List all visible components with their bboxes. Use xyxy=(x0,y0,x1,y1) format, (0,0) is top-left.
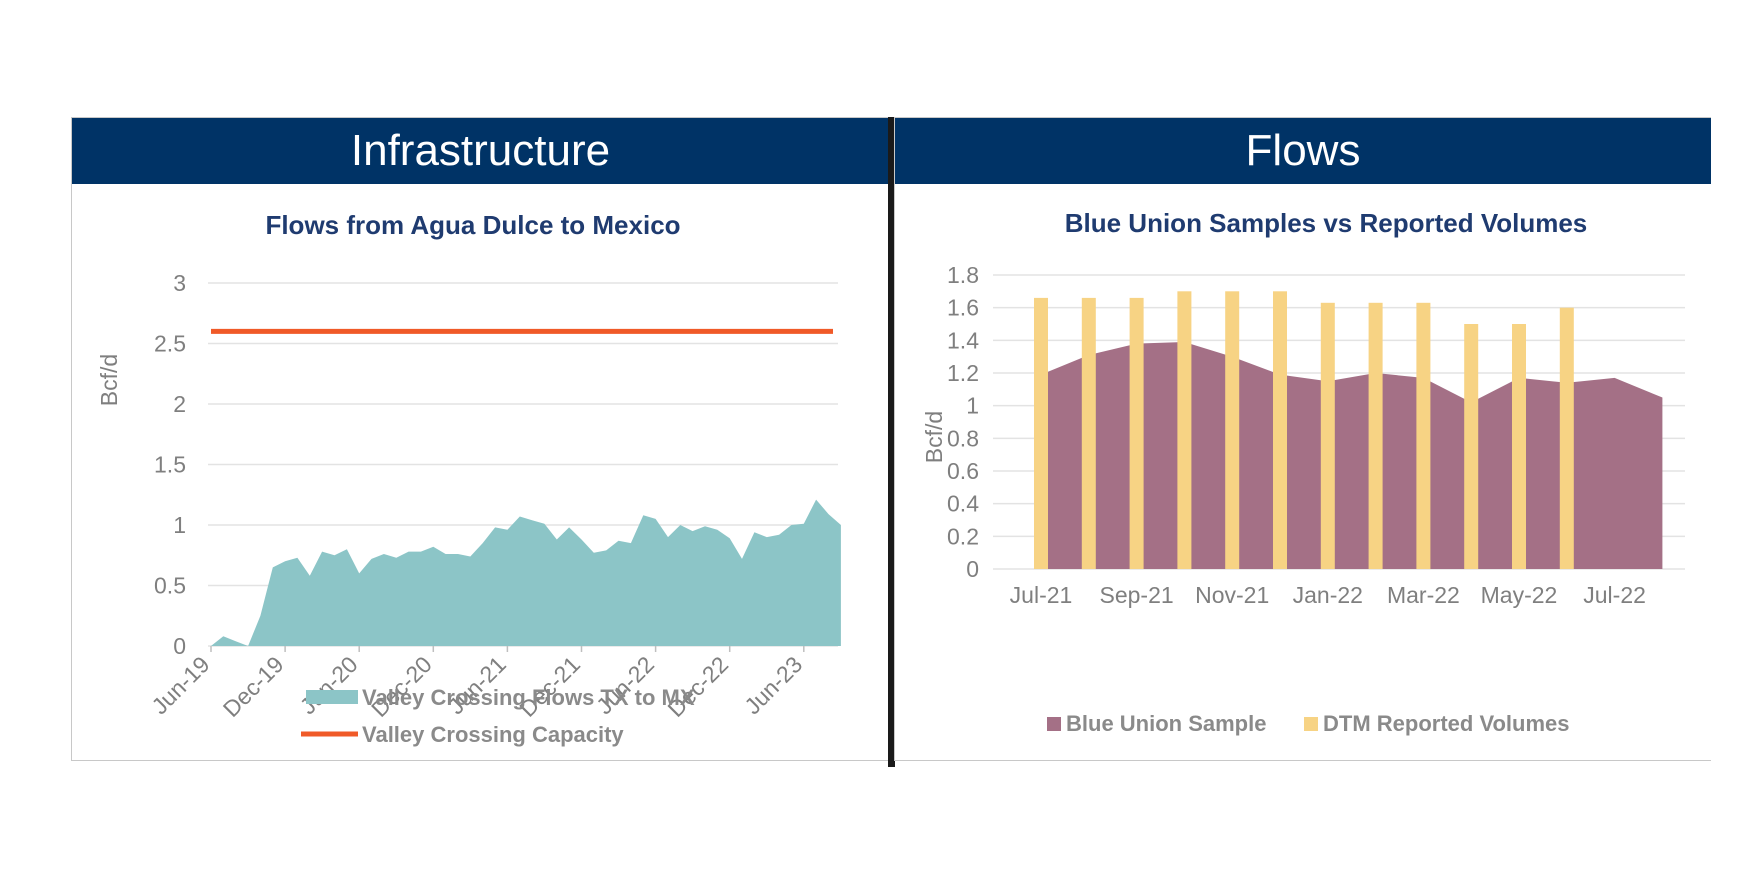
x-tick-label: Dec-19 xyxy=(218,651,289,722)
agua-dulce-flows-chart: Flows from Agua Dulce to Mexico Bcf/d 0 0… xyxy=(96,210,841,747)
y-axis-label: Bcf/d xyxy=(921,411,947,463)
x-tick-label: Mar-22 xyxy=(1387,582,1460,608)
x-tick-label: Jul-22 xyxy=(1583,582,1646,608)
y-tick-label: 1.8 xyxy=(947,262,979,288)
bar-dtm-apr-22 xyxy=(1464,324,1479,569)
legend: Blue Union Sample DTM Reported Volumes xyxy=(1047,711,1570,736)
x-tick-label: Jul-21 xyxy=(1010,582,1073,608)
y-tick-label: 1.6 xyxy=(947,295,979,321)
y-tick-label: 1 xyxy=(173,512,186,538)
chart-title: Flows from Agua Dulce to Mexico xyxy=(265,210,680,240)
x-tick-label: Jun-23 xyxy=(739,651,807,719)
x-tick-label: Nov-21 xyxy=(1195,582,1269,608)
y-tick-label: 2 xyxy=(173,391,186,417)
x-tick-label: May-22 xyxy=(1481,582,1558,608)
bar-dtm-aug-21 xyxy=(1081,297,1096,569)
y-tick-label: 0.8 xyxy=(947,425,979,451)
y-tick-label: 1.5 xyxy=(154,452,186,478)
bar-dtm-feb-22 xyxy=(1368,302,1383,569)
y-tick-label: 0.6 xyxy=(947,458,979,484)
y-tick-label: 0 xyxy=(173,633,186,659)
x-tick-label: Sep-21 xyxy=(1100,582,1174,608)
y-axis-label: Bcf/d xyxy=(96,354,122,406)
y-tick-label: 0.2 xyxy=(947,523,979,549)
bar-dtm-jul-21 xyxy=(1034,297,1048,569)
y-tick-label: 1 xyxy=(966,393,979,419)
bar-dtm-may-22 xyxy=(1512,324,1526,569)
y-tick-label: 1.4 xyxy=(947,327,979,353)
panel-divider xyxy=(888,117,895,767)
blue-union-chart: Blue Union Samples vs Reported Volumes B… xyxy=(921,208,1685,736)
legend-swatch-blue-union xyxy=(1047,717,1061,731)
series-area-blue-union xyxy=(1041,342,1663,569)
y-tick-label: 2.5 xyxy=(154,331,186,357)
legend: Valley Crossing Flows TX to MX Valley Cr… xyxy=(301,685,695,747)
legend-label-blue-union: Blue Union Sample xyxy=(1066,711,1266,736)
legend-label-dtm: DTM Reported Volumes xyxy=(1323,711,1570,736)
x-tick-label: Jun-19 xyxy=(146,651,214,719)
y-tick-label: 0.4 xyxy=(947,491,979,517)
bar-dtm-jan-22 xyxy=(1320,302,1335,569)
bar-dtm-oct-21 xyxy=(1177,291,1192,569)
legend-swatch-flows xyxy=(306,690,358,704)
legend-swatch-dtm xyxy=(1304,717,1318,731)
x-tick-label: Jun-20 xyxy=(295,651,363,719)
flows-panel: Flows Blue Union Samples vs Reported Vol… xyxy=(894,117,1711,761)
bar-dtm-jun-22 xyxy=(1559,307,1574,569)
y-tick-label: 3 xyxy=(173,270,186,296)
legend-label-flows: Valley Crossing Flows TX to MX xyxy=(362,685,695,710)
bar-dtm-sep-21 xyxy=(1129,297,1144,569)
bar-dtm-mar-22 xyxy=(1416,302,1431,569)
infrastructure-header: Infrastructure xyxy=(72,118,889,184)
series-area-flows xyxy=(211,499,841,646)
y-tick-label: 0 xyxy=(966,556,979,582)
flows-header: Flows xyxy=(895,118,1711,184)
y-tick-label: 1.2 xyxy=(947,360,979,386)
y-tick-label: 0.5 xyxy=(154,573,186,599)
chart-title: Blue Union Samples vs Reported Volumes xyxy=(1065,208,1588,238)
legend-label-capacity: Valley Crossing Capacity xyxy=(362,722,624,747)
bar-dtm-dec-21 xyxy=(1273,291,1287,569)
infrastructure-panel: Infrastructure Flows from Agua Dulce to … xyxy=(71,117,890,761)
x-tick-label: Jan-22 xyxy=(1293,582,1363,608)
bar-dtm-nov-21 xyxy=(1225,291,1240,569)
